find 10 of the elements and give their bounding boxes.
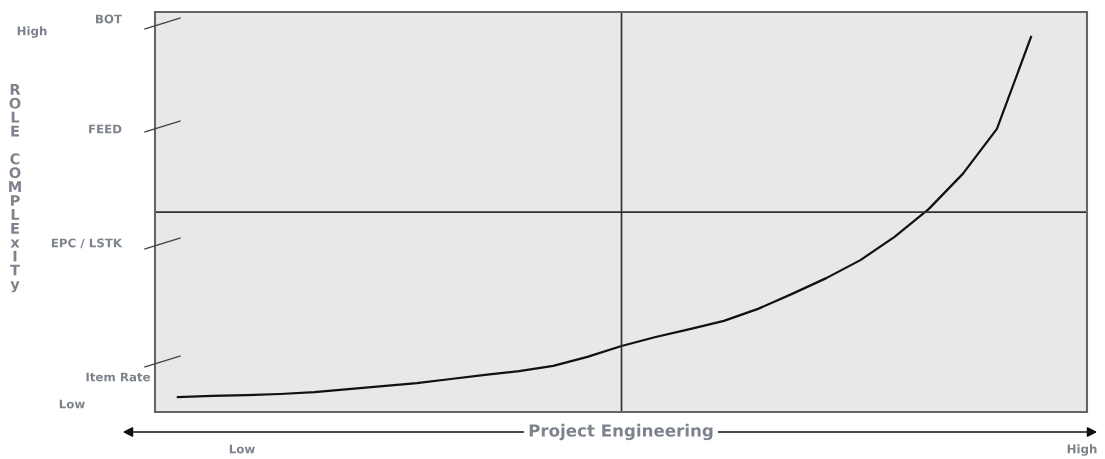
x-axis-title: Project Engineering xyxy=(529,423,713,441)
text: BOT xyxy=(96,14,122,24)
text: High xyxy=(1067,444,1097,456)
text: Low xyxy=(229,444,255,454)
text: High xyxy=(17,26,47,38)
text: EPC / LSTK xyxy=(51,238,123,249)
text: Low xyxy=(59,399,85,409)
text: FEED xyxy=(89,124,122,134)
text: ROLE COMPLExITy xyxy=(9,84,21,293)
text: Item Rate xyxy=(86,372,151,382)
